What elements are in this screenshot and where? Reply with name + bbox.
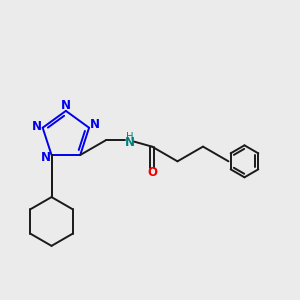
Text: N: N	[61, 99, 71, 112]
Text: N: N	[32, 120, 42, 134]
Text: O: O	[147, 166, 157, 179]
Text: N: N	[89, 118, 100, 131]
Text: H: H	[126, 132, 134, 142]
Text: N: N	[41, 151, 51, 164]
Text: N: N	[125, 136, 135, 149]
